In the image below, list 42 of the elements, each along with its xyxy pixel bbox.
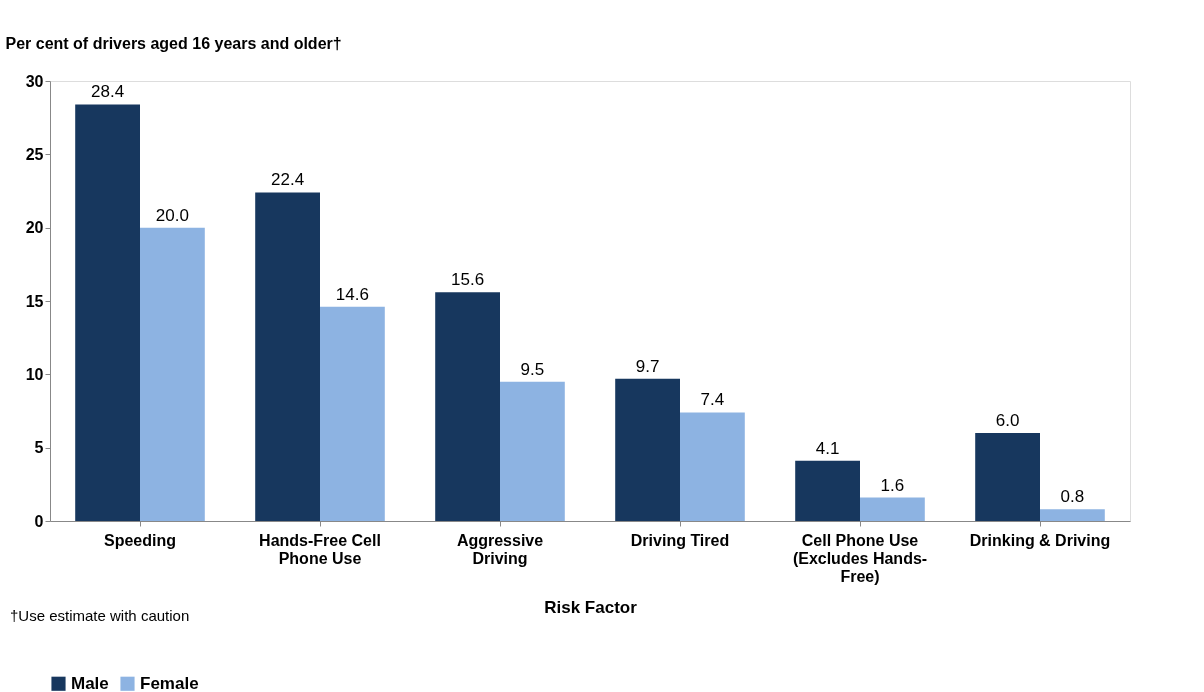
data-label: 0.8 (1060, 487, 1085, 507)
bar (615, 378, 680, 521)
data-label: 4.1 (815, 438, 840, 458)
y-tick-label: 5 (34, 439, 44, 457)
data-label: 9.5 (520, 359, 545, 379)
x-tick-label: Aggressive Driving (456, 531, 544, 567)
x-tick-label: Drinking & Driving (969, 531, 1111, 549)
bar (435, 292, 500, 521)
data-label: 28.4 (91, 82, 125, 102)
x-tick-label: Hands-Free Cell Phone Use (259, 531, 381, 567)
y-tick-label: 25 (25, 145, 44, 163)
y-tick-label: 15 (25, 292, 44, 310)
data-label: 6.0 (995, 411, 1020, 430)
bar (795, 460, 860, 521)
data-label: 7.4 (700, 390, 725, 410)
data-label: 1.6 (880, 475, 905, 495)
data-label: 15.6 (451, 270, 485, 290)
bar (255, 192, 320, 521)
text: †Use estimate with caution (10, 607, 190, 624)
bar (75, 104, 140, 521)
data-label: 9.7 (635, 356, 660, 376)
y-tick-label: 20 (25, 219, 44, 237)
x-tick-label: Driving Tired (630, 531, 730, 549)
y-tick-label: 0 (34, 512, 44, 530)
bar (1040, 509, 1105, 521)
bar (680, 412, 745, 521)
bar (975, 433, 1040, 521)
y-axis-title: Per cent of drivers aged 16 years and older† (5, 34, 342, 52)
data-label: 20.0 (155, 205, 189, 225)
bar (500, 381, 565, 521)
x-tick-label: Cell Phone Use (Excludes Hands- Free) (792, 531, 928, 585)
bar (860, 497, 925, 521)
y-tick-label: 30 (25, 72, 44, 90)
data-label: 14.6 (335, 284, 369, 304)
x-tick-label: Speeding (103, 531, 177, 549)
legend-label: Female (140, 673, 199, 692)
y-tick-label: 10 (25, 365, 44, 383)
bar (320, 306, 385, 521)
legend-label: Male (71, 673, 109, 692)
data-label: 22.4 (271, 170, 305, 190)
bar (140, 227, 205, 521)
x-axis-title: Risk Factor (544, 597, 638, 617)
